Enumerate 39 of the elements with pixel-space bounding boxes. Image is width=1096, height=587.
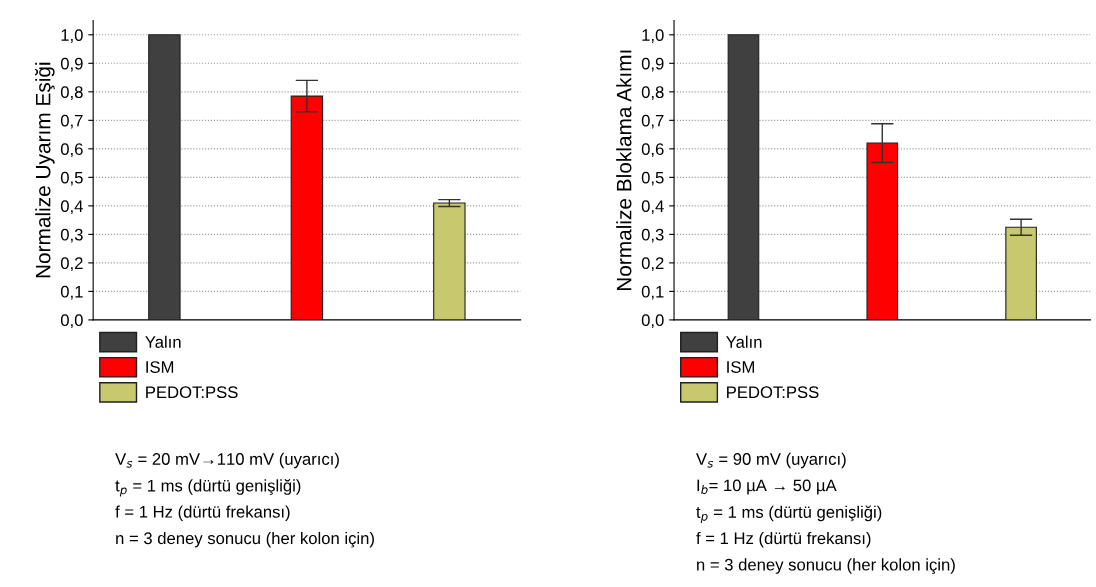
y-tick-label: 0,3 xyxy=(60,228,83,243)
y-tick-label: 0,6 xyxy=(60,143,83,158)
y-tick-label: 0,5 xyxy=(60,171,83,186)
y-tick-label: 0,9 xyxy=(641,57,664,72)
y-tick-label: 0,7 xyxy=(60,114,83,129)
text: f = 1 Hz (dürtü frekansı) xyxy=(696,531,871,548)
text: n = 3 deney sonucu (her kolon için) xyxy=(697,558,955,574)
y-tick-label: 0,6 xyxy=(641,143,664,158)
legend-label: ISM xyxy=(146,361,174,373)
y-axis-title: Normalize Uyarım Eşiği xyxy=(34,62,55,278)
text: t$_{p}$ = 1 ms (dürtü genişliği) xyxy=(115,479,301,497)
y-tick-label: 0,3 xyxy=(641,228,664,243)
text: I$_{b}$= 10 µA → 50 µA xyxy=(697,479,837,495)
y-tick-label: 0,7 xyxy=(641,114,664,129)
y-tick-label: 0,1 xyxy=(641,285,664,300)
legend-label: PEDOT:PSS xyxy=(727,386,819,399)
legend-label: ISM xyxy=(727,361,754,373)
y-tick-label: 0,0 xyxy=(60,314,83,329)
text: V$_{s}$ = 90 mV (uyarıcı) xyxy=(696,452,846,469)
y-tick-label: 0,9 xyxy=(60,57,83,72)
y-tick-label: 1,0 xyxy=(642,29,664,43)
y-tick-label: 0,0 xyxy=(641,314,664,329)
y-tick-label: 0,2 xyxy=(60,257,83,272)
text: V$_{s}$ = 20 mV→110 mV (uyarıcı) xyxy=(115,452,339,469)
text: t$_{p}$ = 1 ms (dürtü genişliği) xyxy=(696,505,882,523)
y-tick-label: 0,4 xyxy=(60,200,83,215)
text: f = 1 Hz (dürtü frekansı) xyxy=(115,505,290,522)
y-tick-label: 0,8 xyxy=(641,86,664,100)
y-tick-label: 0,2 xyxy=(641,257,664,272)
y-tick-label: 0,4 xyxy=(641,200,664,215)
text: n = 3 deney sonucu (her kolon için) xyxy=(116,531,374,548)
y-tick-label: 1,0 xyxy=(61,29,83,43)
y-tick-label: 0,5 xyxy=(641,171,664,186)
legend-label: Yalın xyxy=(726,335,762,348)
legend-label: PEDOT:PSS xyxy=(146,386,238,399)
legend-label: Yalın xyxy=(145,335,181,348)
y-axis-title: Normalize Bloklama Akımı xyxy=(616,50,632,291)
y-tick-label: 0,8 xyxy=(60,86,83,100)
y-tick-label: 0,1 xyxy=(60,285,83,300)
